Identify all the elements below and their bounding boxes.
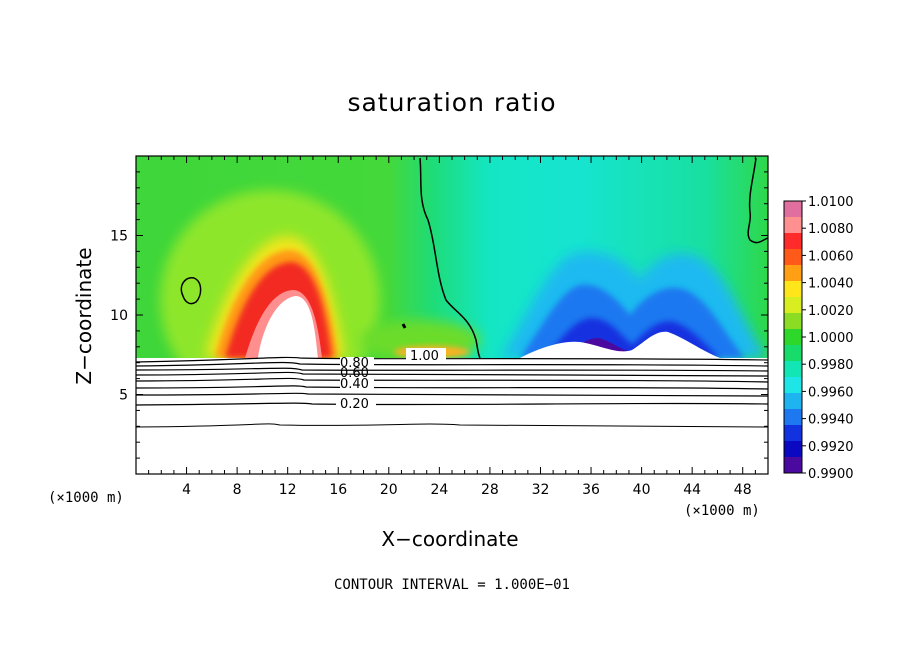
x-tick-label: 16	[329, 482, 347, 498]
x-tick-label: 32	[532, 482, 550, 498]
colorbar-label: 1.0040	[808, 277, 854, 292]
colorbar-label: 0.9920	[808, 440, 854, 455]
contour-label-040: 0.40	[340, 377, 369, 392]
x-tick-label: 40	[633, 482, 651, 498]
colorbar-swatch	[784, 361, 802, 378]
contour-label-080: 0.80	[340, 356, 369, 371]
colorbar-swatch	[784, 201, 802, 218]
colorbar-swatch	[784, 329, 802, 346]
colorbar-label: 1.0020	[808, 304, 854, 319]
y-tick-label: 15	[110, 229, 128, 245]
colorbar-swatch	[784, 313, 802, 330]
colorbar-label: 0.9940	[808, 413, 854, 428]
x-axis-label: X−coordinate	[381, 527, 519, 551]
contour-labels: 0.80 0.60 0.40 0.20 1.00	[340, 349, 439, 412]
colorbar-swatch	[784, 233, 802, 250]
colorbar-swatch	[784, 345, 802, 362]
colorbar-swatch	[784, 249, 802, 266]
colorbar-swatch	[784, 409, 802, 426]
x-tick-label: 8	[233, 482, 242, 498]
colorbar-swatch	[784, 425, 802, 442]
y-axis: 5 10 15	[110, 171, 768, 459]
chart-title: saturation ratio	[347, 88, 557, 117]
x-tick-label: 28	[481, 482, 499, 498]
x-unit-left: (×1000 m)	[48, 490, 124, 506]
colorbar-label: 0.9900	[808, 467, 854, 482]
x-tick-label: 4	[182, 482, 191, 498]
x-tick-label: 24	[430, 482, 448, 498]
heatmap-field	[136, 156, 768, 474]
contour-label-060: 0.60	[340, 366, 369, 381]
colorbar-label: 1.0100	[808, 195, 854, 210]
x-unit-right: (×1000 m)	[684, 503, 760, 519]
colorbar-label: 1.0060	[808, 249, 854, 264]
colorbar-swatch	[784, 393, 802, 410]
x-tick-label: 36	[582, 482, 600, 498]
contour-interval-note: CONTOUR INTERVAL = 1.000E−01	[333, 577, 570, 593]
colorbar-label: 0.9960	[808, 385, 854, 400]
x-tick-label: 12	[279, 482, 297, 498]
y-axis-label: Z−coordinate	[72, 247, 96, 385]
colorbar-swatch	[784, 441, 802, 458]
colorbar: 1.0100 1.0080 1.0060 1.0040 1.0020 1.0000 0.99…	[783, 195, 854, 482]
colorbar-label: 0.9980	[808, 358, 854, 373]
y-tick-label: 10	[110, 308, 128, 324]
colorbar-swatch	[784, 377, 802, 394]
x-tick-label: 48	[734, 482, 752, 498]
colorbar-swatch	[784, 297, 802, 314]
colorbar-swatch	[784, 265, 802, 282]
colorbar-swatch	[784, 457, 802, 474]
colorbar-label: 1.0080	[808, 222, 854, 237]
x-tick-label: 44	[683, 482, 701, 498]
x-tick-label: 20	[380, 482, 398, 498]
colorbar-swatch	[784, 281, 802, 298]
colorbar-swatch	[784, 217, 802, 234]
contour-label-020: 0.20	[340, 397, 369, 412]
contour-label-100: 1.00	[410, 349, 439, 364]
colorbar-label: 1.0000	[808, 331, 854, 346]
x-axis: 4 8 12 16 20 24 28 32 36 40 44 48	[148, 156, 756, 498]
y-tick-label: 5	[119, 388, 128, 404]
